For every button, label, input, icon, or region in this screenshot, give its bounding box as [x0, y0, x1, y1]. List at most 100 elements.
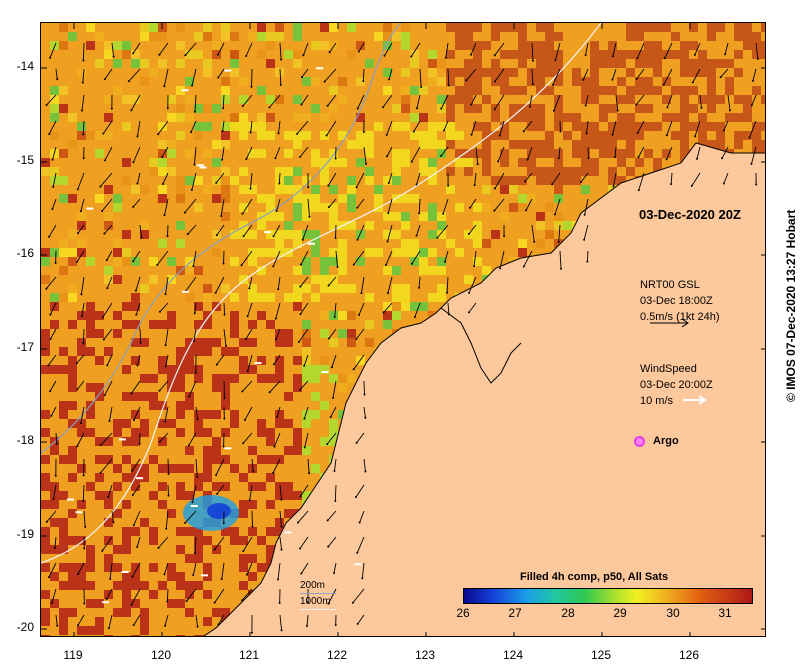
- sst-cell: [275, 95, 284, 104]
- current-vector-head: [84, 525, 87, 528]
- current-vector-head: [222, 262, 225, 265]
- current-vector: [131, 588, 141, 605]
- current-vector-head: [221, 129, 224, 132]
- sst-cell: [158, 437, 167, 446]
- sst-cell: [131, 527, 140, 536]
- sst-cell: [266, 212, 275, 221]
- current-vector: [139, 224, 142, 238]
- current-vector-head: [127, 80, 130, 83]
- sst-cell: [464, 275, 473, 284]
- sst-cell: [239, 122, 248, 131]
- current-vector: [55, 432, 58, 444]
- sst-cell: [671, 86, 680, 95]
- sst-cell: [293, 284, 302, 293]
- sst-cell: [554, 77, 563, 86]
- current-vector-head: [384, 264, 387, 267]
- sst-cell: [365, 293, 374, 302]
- sst-cell: [500, 23, 509, 32]
- sst-cell: [113, 581, 122, 590]
- sst-cell: [167, 311, 176, 320]
- current-vector-head: [76, 388, 79, 391]
- sst-cell: [671, 113, 680, 122]
- sst-cell: [158, 365, 167, 374]
- sst-cell: [356, 230, 365, 239]
- current-vector: [445, 42, 449, 58]
- sst-cell: [149, 563, 158, 572]
- sst-cell: [230, 50, 239, 59]
- current-vector: [53, 484, 57, 500]
- sst-cell: [284, 293, 293, 302]
- sst-cell: [68, 230, 77, 239]
- sst-cell: [185, 464, 194, 473]
- sst-cell: [167, 464, 176, 473]
- sst-cell: [536, 86, 545, 95]
- current-vector-head: [499, 267, 502, 270]
- current-vector: [83, 510, 86, 527]
- current-vector-head: [700, 106, 703, 109]
- sst-cell: [347, 374, 356, 383]
- sst-cell: [104, 554, 113, 563]
- sst-cell: [221, 194, 230, 203]
- sst-cell: [329, 374, 338, 383]
- current-vector: [77, 562, 85, 575]
- current-vector-head: [356, 238, 359, 241]
- sst-cell: [194, 203, 203, 212]
- sst-cell: [86, 320, 95, 329]
- sst-cell: [212, 608, 221, 617]
- sst-cell: [86, 599, 95, 608]
- sst-cell: [257, 50, 266, 59]
- current-vector: [586, 120, 589, 134]
- current-vector: [192, 562, 197, 576]
- current-vector: [306, 614, 309, 627]
- lon-label: 119: [63, 648, 83, 662]
- sst-cell: [77, 122, 86, 131]
- sst-cell: [743, 23, 752, 32]
- current-vector-head: [184, 54, 187, 57]
- current-vector-head: [388, 78, 391, 81]
- current-vector: [385, 250, 393, 266]
- current-vector: [670, 172, 673, 185]
- current-vector-head: [467, 232, 470, 235]
- current-vector-head: [729, 109, 732, 112]
- sst-cell: [284, 491, 293, 500]
- sst-cell: [140, 374, 149, 383]
- sst-cell: [608, 167, 617, 176]
- sst-cell: [680, 41, 689, 50]
- sst-cell: [212, 140, 221, 149]
- sst-cell: [95, 599, 104, 608]
- sst-cell: [275, 32, 284, 41]
- sst-cell: [185, 257, 194, 266]
- current-vector: [636, 68, 645, 80]
- current-vector-head: [356, 622, 359, 625]
- sst-cell: [221, 284, 230, 293]
- sst-cell: [554, 122, 563, 131]
- sst-cell: [248, 527, 257, 536]
- sst-cell: [365, 59, 374, 68]
- sst-cell: [392, 176, 401, 185]
- sst-cell: [473, 221, 482, 230]
- sst-cell: [194, 320, 203, 329]
- sst-cell: [635, 131, 644, 140]
- current-vector-head: [45, 287, 48, 290]
- sst-cell: [581, 95, 590, 104]
- sst-cell: [230, 68, 239, 77]
- current-vector-head: [436, 236, 439, 239]
- sst-cell: [221, 374, 230, 383]
- current-vector-head: [49, 313, 52, 316]
- current-vector: [54, 536, 57, 549]
- sst-cell: [50, 86, 59, 95]
- colorbar-tick: 31: [718, 606, 732, 620]
- sst-cell: [536, 59, 545, 68]
- sst-cell: [113, 239, 122, 248]
- current-vector-head: [220, 215, 223, 218]
- sst-cell: [500, 131, 509, 140]
- current-vector-head: [83, 547, 86, 550]
- sst-cell: [464, 59, 473, 68]
- sst-cell: [158, 32, 167, 41]
- current-vector-head: [196, 418, 199, 421]
- current-vector-head: [164, 624, 167, 627]
- sst-cell: [482, 131, 491, 140]
- current-vector-head: [50, 414, 53, 417]
- sst-cell: [761, 23, 765, 32]
- sst-cell: [266, 113, 275, 122]
